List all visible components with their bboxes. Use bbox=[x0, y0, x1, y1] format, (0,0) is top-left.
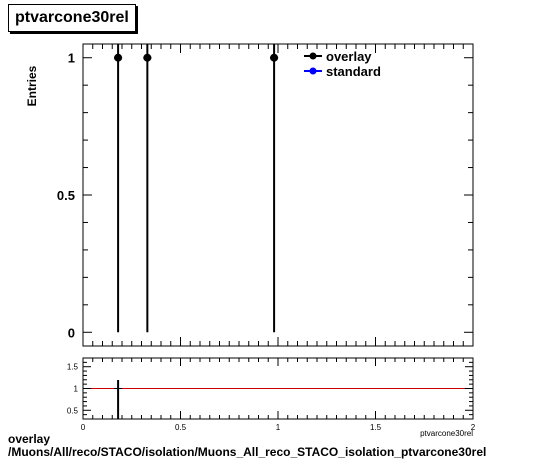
y-tick-label: 1 bbox=[68, 51, 75, 66]
ratio-y-tick-label: 1 bbox=[74, 385, 79, 394]
y-tick-label: 0.5 bbox=[57, 188, 75, 203]
main-plot-frame bbox=[82, 43, 474, 347]
ratio-x-tick-label: 1.5 bbox=[370, 423, 382, 432]
ratio-x-tick-label: 0 bbox=[81, 423, 86, 432]
legend-label-standard: standard bbox=[326, 64, 381, 79]
caption: overlay /Muons/All/reco/STACO/isolation/… bbox=[8, 433, 486, 459]
y-tick-label: 0 bbox=[68, 325, 75, 340]
overlay-point bbox=[143, 53, 152, 62]
caption-line-1: overlay bbox=[8, 432, 51, 446]
x-axis-label: ptvarcone30rel bbox=[420, 429, 473, 438]
ratio-y-tick-label: 0.5 bbox=[67, 406, 79, 415]
ratio-y-tick-label: 1.5 bbox=[67, 363, 79, 372]
ratio-x-tick-label: 1 bbox=[276, 423, 281, 432]
ratio-x-tick-label: 2 bbox=[471, 423, 476, 432]
caption-line-2: /Muons/All/reco/STACO/isolation/Muons_Al… bbox=[8, 445, 487, 459]
overlay-point bbox=[114, 53, 123, 62]
chart-title: ptvarcone30rel bbox=[8, 4, 136, 32]
legend-marker-standard bbox=[309, 67, 317, 75]
main-plot: 0 0.5 1 Entries bbox=[25, 43, 474, 347]
ratio-x-tick-label: 0.5 bbox=[175, 423, 187, 432]
legend-marker-overlay bbox=[309, 52, 317, 60]
y-axis-label: Entries bbox=[25, 65, 39, 106]
legend-label-overlay: overlay bbox=[326, 49, 372, 64]
overlay-point bbox=[270, 53, 279, 62]
